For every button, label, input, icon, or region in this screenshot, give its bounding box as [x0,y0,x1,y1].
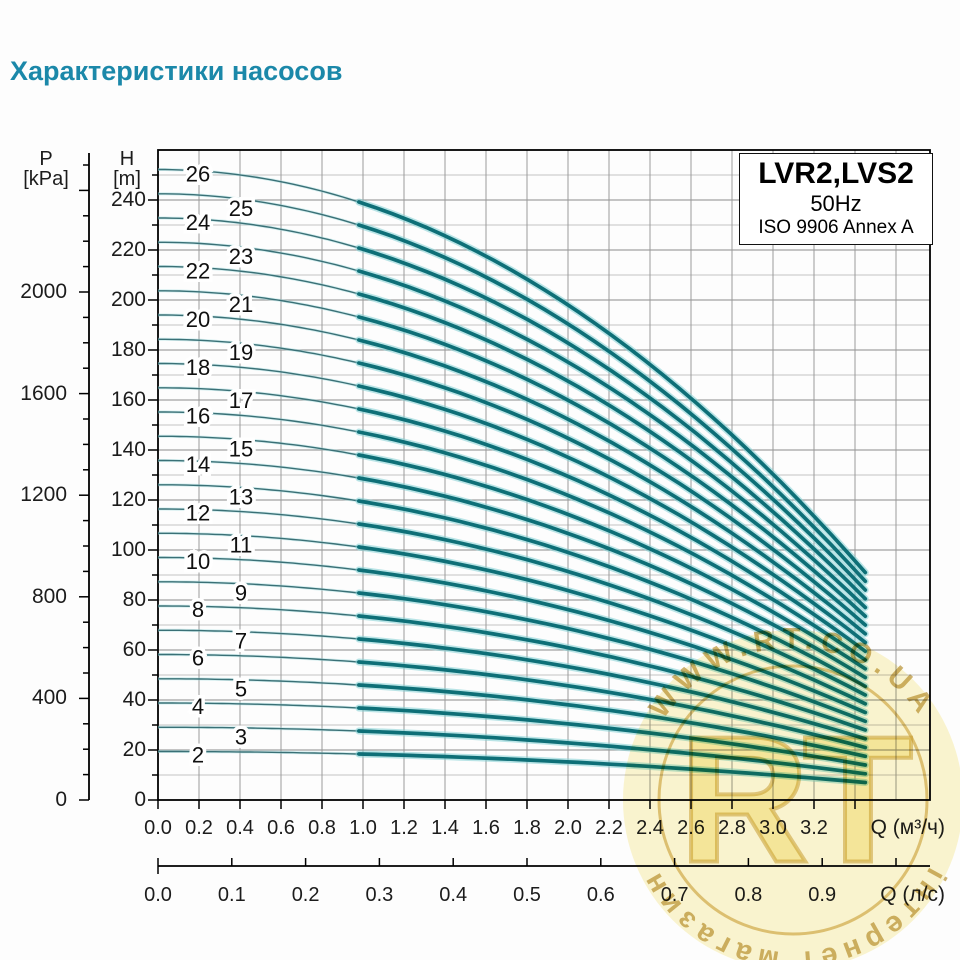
curve-thick [357,430,868,662]
curve-label: 5 [235,677,247,702]
standard-label: ISO 9906 Annex A [758,217,914,238]
curve-label: 15 [229,436,253,461]
page-title: Характеристики насосов [10,56,343,86]
curve-label: 25 [229,196,253,221]
curve-label: 24 [186,210,210,235]
curve-thin [158,193,372,230]
curve-thin-halo [158,628,372,642]
curve-thick [357,453,868,671]
curve-thick [357,407,868,654]
curve-thick-halo [355,750,869,786]
curve-thin-halo [158,604,372,619]
curve-label: 3 [235,725,247,750]
curve-label: 9 [235,580,247,605]
curve-label: 12 [186,500,210,525]
curve-label: 17 [229,388,253,413]
curve-thin [158,411,372,436]
curve-thick [357,476,868,680]
curve-thin [158,217,372,253]
curve-thin [158,241,372,276]
curve-thick [357,200,868,575]
curve-label: 4 [192,694,204,719]
curve-thin [158,629,372,641]
curve-thin [158,678,372,687]
curve-thick [357,223,868,584]
curve-label: 8 [192,597,204,622]
curve-label: 10 [186,549,210,574]
curve-thin [158,702,372,710]
curve-label: 26 [186,162,210,187]
curve-thin [158,581,372,596]
curve-thin-halo [158,531,372,551]
curve-thin [158,338,372,367]
curve-label: 20 [186,307,210,332]
curve-thin-halo [158,653,372,665]
frequency-label: 50Hz [810,191,862,216]
curve-label: 2 [192,742,204,767]
pump-curves [158,168,869,786]
chart-info-box: LVR2,LVS2 50Hz ISO 9906 Annex A [739,153,933,245]
curve-thin [158,362,372,390]
curve-labels: 2345678910111213141516171819202122232425… [182,158,256,771]
curve-thin [158,653,372,664]
curve-thick [357,384,868,645]
curve-thick [357,361,868,636]
curve-thick [357,292,868,610]
curve-thin [158,532,372,550]
curve-thin [158,508,372,527]
curve-thin [158,726,372,733]
curve-thin [158,435,372,459]
curve-thin [158,459,372,481]
curve-label: 16 [186,404,210,429]
curve-label: 6 [192,646,204,671]
curve-label: 21 [229,292,253,317]
curve-label: 22 [186,258,210,283]
curve-thick [357,315,868,619]
pump-model-label: LVR2,LVS2 [758,157,914,190]
curve-label: 14 [186,452,210,477]
curve-thin [158,168,372,207]
curve-thin [158,605,372,618]
curve-thick [357,246,868,592]
curve-thin [158,387,372,413]
curve-label: 23 [229,244,253,269]
curve-thin [158,556,372,573]
curve-thin [158,484,372,504]
curve-thick [357,269,868,601]
curve-label: 7 [235,629,247,654]
curve-label: 11 [230,532,253,557]
curve-thick [357,338,868,627]
curve-label: 18 [186,355,210,380]
curve-label: 19 [229,340,253,365]
curve-thin [158,750,372,755]
curve-thin-halo [158,580,372,596]
curve-thin [158,290,372,321]
curve-thin [158,314,372,344]
curve-label: 13 [229,484,253,509]
curve-thin [158,265,372,299]
